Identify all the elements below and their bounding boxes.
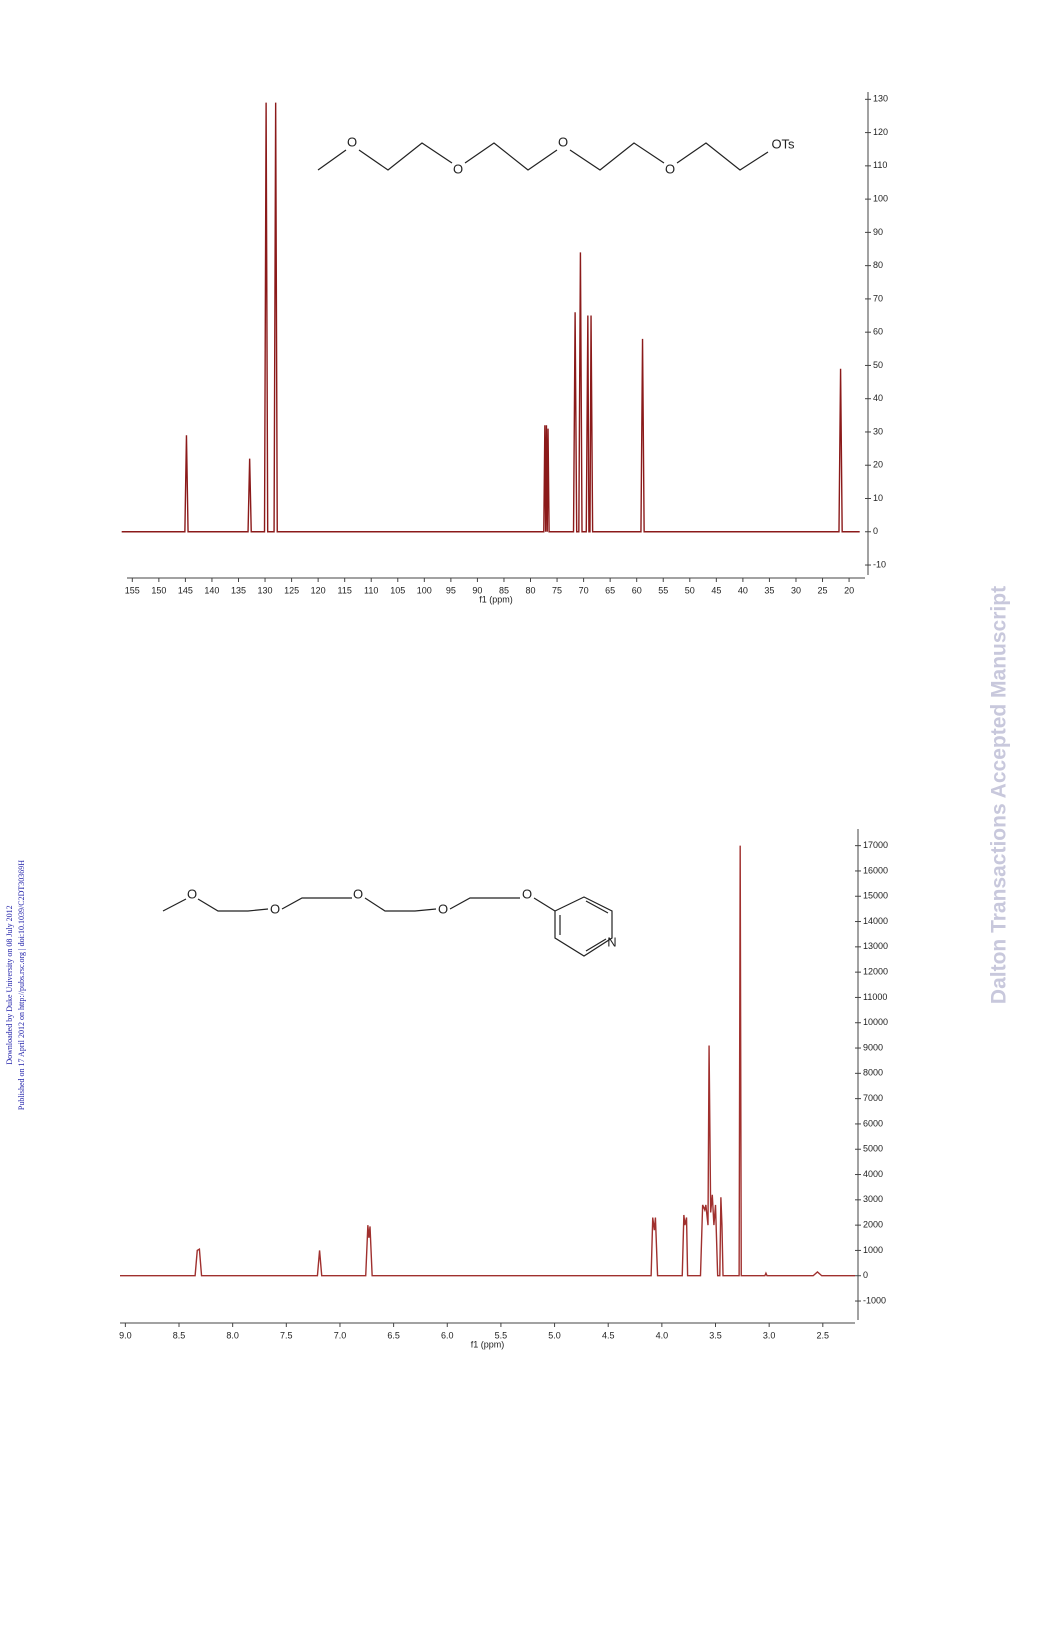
x-tick-label: 60: [632, 585, 642, 595]
atom-label: O: [347, 134, 357, 149]
y-tick-label: 130: [873, 94, 888, 104]
atom-label: O: [522, 886, 532, 901]
x-tick-label: 40: [738, 585, 748, 595]
y-tick-label: 30: [873, 426, 883, 436]
x-tick-label: 110: [364, 585, 378, 595]
x-tick-label: 80: [526, 585, 536, 595]
x-tick-label: 35: [764, 585, 774, 595]
x-tick-label: 20: [844, 585, 854, 595]
y-tick-label: 60: [873, 327, 883, 337]
y-tick-label: 0: [863, 1270, 868, 1280]
x-tick-label: 130: [258, 585, 273, 595]
y-tick-label: 16000: [863, 865, 888, 875]
y-tick-label: 80: [873, 260, 883, 270]
y-tick-label: 15000: [863, 891, 888, 901]
x-tick-label: 155: [125, 585, 140, 595]
x-tick-label: 150: [151, 585, 166, 595]
x-tick-label: 90: [472, 585, 482, 595]
y-tick-label: 2000: [863, 1220, 883, 1230]
x-tick-label: 3.0: [763, 1330, 776, 1340]
y-tick-label: 100: [873, 193, 888, 203]
spectrum-line: [121, 102, 860, 533]
download-notice: Downloaded by Duke University on 08 July…: [5, 905, 14, 1064]
x-tick-label: 25: [818, 585, 828, 595]
y-tick-label: 90: [873, 227, 883, 237]
x-tick-label: 95: [446, 585, 456, 595]
x-tick-label: 120: [311, 585, 326, 595]
atom-label: N: [607, 934, 616, 949]
x-tick-label: 9.0: [119, 1330, 132, 1340]
x-tick-label: 5.5: [495, 1330, 508, 1340]
x-tick-label: 135: [231, 585, 246, 595]
y-tick-label: 120: [873, 127, 888, 137]
y-tick-label: 8000: [863, 1068, 883, 1078]
y-tick-label: 0: [873, 526, 878, 536]
y-tick-label: 70: [873, 293, 883, 303]
x-tick-label: 30: [791, 585, 801, 595]
x-tick-label: 85: [499, 585, 509, 595]
atom-label: O: [453, 161, 463, 176]
x-tick-label: 55: [658, 585, 668, 595]
watermark: Dalton Transactions Accepted Manuscript: [988, 586, 1011, 1004]
x-tick-label: 115: [338, 585, 352, 595]
y-tick-label: 5000: [863, 1144, 883, 1154]
structure-2: [162, 896, 613, 957]
publish-notice: Published on 17 April 2012 on http://pub…: [17, 860, 26, 1110]
x-tick-label: 8.5: [173, 1330, 186, 1340]
atom-label: O: [438, 901, 448, 916]
y-tick-label: 12000: [863, 967, 888, 977]
y-tick-label: 50: [873, 360, 883, 370]
y-tick-label: 13000: [863, 941, 888, 951]
y-tick-label: 6000: [863, 1118, 883, 1128]
y-tick-label: 20: [873, 460, 883, 470]
y-tick-label: 17000: [863, 840, 888, 850]
x-tick-label: 65: [605, 585, 615, 595]
x-tick-label: 100: [417, 585, 432, 595]
x-tick-label: 75: [552, 585, 562, 595]
y-tick-label: 7000: [863, 1093, 883, 1103]
x-tick-label: 6.0: [441, 1330, 454, 1340]
y-tick-label: 3000: [863, 1194, 883, 1204]
atom-label: OTs: [771, 136, 795, 151]
y-tick-label: 40: [873, 393, 883, 403]
y-tick-label: 10000: [863, 1017, 888, 1027]
atom-label: O: [353, 886, 363, 901]
atom-label: O: [665, 161, 675, 176]
x-tick-label: 4.0: [656, 1330, 669, 1340]
x-tick-label: 145: [178, 585, 193, 595]
y-tick-label: 14000: [863, 916, 888, 926]
x-tick-label: 125: [284, 585, 299, 595]
x-tick-label: 6.5: [387, 1330, 400, 1340]
structure-1: [317, 142, 769, 171]
x-tick-label: 3.5: [709, 1330, 722, 1340]
y-tick-label: 110: [873, 160, 887, 170]
atom-label: O: [187, 886, 197, 901]
spectrum-line: [120, 845, 855, 1277]
y-tick-label: -1000: [863, 1295, 886, 1305]
x-tick-label: 7.0: [334, 1330, 347, 1340]
y-tick-label: 9000: [863, 1042, 883, 1052]
x-tick-label: 45: [711, 585, 721, 595]
x-tick-label: 105: [390, 585, 405, 595]
atom-label: O: [558, 134, 568, 149]
y-tick-label: -10: [873, 559, 886, 569]
y-tick-label: 10: [873, 493, 883, 503]
atom-label: O: [270, 901, 280, 916]
x-axis-label: f1 (ppm): [479, 594, 513, 604]
x-tick-label: 50: [685, 585, 695, 595]
y-tick-label: 11000: [863, 992, 887, 1002]
x-tick-label: 5.0: [548, 1330, 561, 1340]
x-tick-label: 7.5: [280, 1330, 293, 1340]
x-tick-label: 2.5: [817, 1330, 830, 1340]
x-tick-label: 140: [204, 585, 219, 595]
x-tick-label: 8.0: [226, 1330, 239, 1340]
y-tick-label: 4000: [863, 1169, 883, 1179]
y-tick-label: 1000: [863, 1245, 883, 1255]
x-tick-label: 4.5: [602, 1330, 615, 1340]
x-axis-label: f1 (ppm): [471, 1339, 505, 1349]
x-tick-label: 70: [579, 585, 589, 595]
